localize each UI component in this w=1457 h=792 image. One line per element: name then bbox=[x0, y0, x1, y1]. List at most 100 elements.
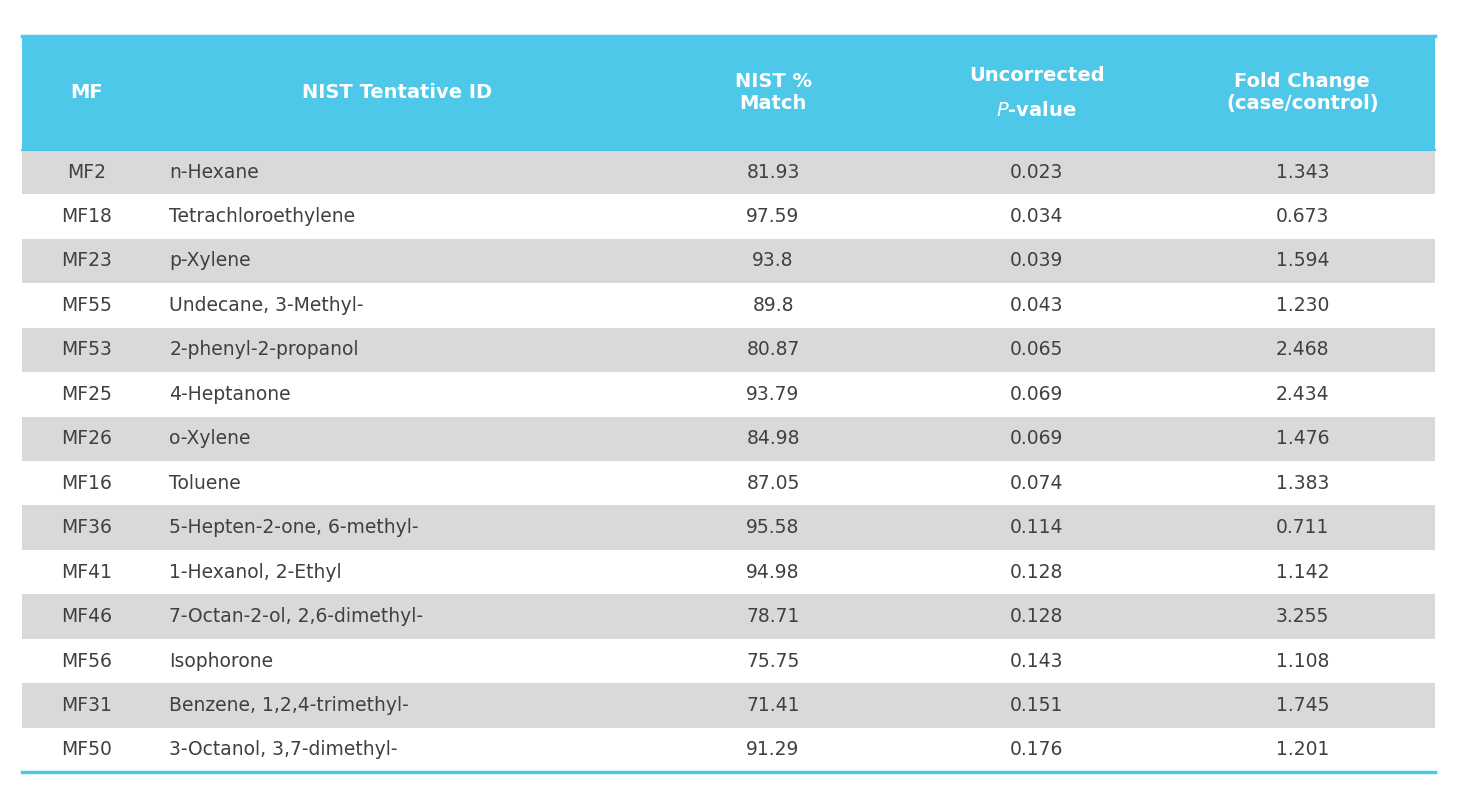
Bar bbox=[22, 150, 152, 194]
Text: 2.468: 2.468 bbox=[1275, 341, 1329, 360]
Bar bbox=[1170, 639, 1435, 683]
Text: MF56: MF56 bbox=[61, 652, 112, 671]
Bar bbox=[1170, 417, 1435, 461]
Text: 89.8: 89.8 bbox=[752, 296, 794, 315]
Bar bbox=[1170, 505, 1435, 550]
Bar bbox=[1170, 194, 1435, 238]
Text: MF18: MF18 bbox=[61, 207, 112, 226]
Bar bbox=[22, 417, 152, 461]
Text: MF53: MF53 bbox=[61, 341, 112, 360]
Text: Benzene, 1,2,4-trimethyl-: Benzene, 1,2,4-trimethyl- bbox=[169, 696, 409, 715]
Bar bbox=[1170, 36, 1435, 150]
Text: 1.201: 1.201 bbox=[1276, 741, 1329, 760]
Text: Toluene: Toluene bbox=[169, 474, 240, 493]
Bar bbox=[22, 550, 152, 594]
Text: 0.043: 0.043 bbox=[1010, 296, 1064, 315]
Text: 0.039: 0.039 bbox=[1010, 251, 1064, 270]
Text: 0.128: 0.128 bbox=[1010, 562, 1064, 581]
Bar bbox=[152, 194, 643, 238]
Bar bbox=[1170, 150, 1435, 194]
Text: n-Hexane: n-Hexane bbox=[169, 162, 259, 181]
Text: MF31: MF31 bbox=[61, 696, 112, 715]
Bar bbox=[903, 36, 1170, 150]
Bar bbox=[903, 150, 1170, 194]
Bar bbox=[22, 683, 152, 728]
Text: MF25: MF25 bbox=[61, 385, 112, 404]
Text: 1.108: 1.108 bbox=[1276, 652, 1329, 671]
Text: 87.05: 87.05 bbox=[746, 474, 800, 493]
Bar bbox=[903, 505, 1170, 550]
Bar bbox=[22, 36, 152, 150]
Bar bbox=[22, 372, 152, 417]
Text: Isophorone: Isophorone bbox=[169, 652, 274, 671]
Bar bbox=[152, 372, 643, 417]
Bar bbox=[903, 683, 1170, 728]
Text: 0.143: 0.143 bbox=[1010, 652, 1064, 671]
Bar bbox=[643, 150, 903, 194]
Bar bbox=[1170, 728, 1435, 772]
Text: 0.074: 0.074 bbox=[1010, 474, 1064, 493]
Bar bbox=[643, 683, 903, 728]
Text: 3-Octanol, 3,7-dimethyl-: 3-Octanol, 3,7-dimethyl- bbox=[169, 741, 398, 760]
Bar bbox=[643, 284, 903, 328]
Bar bbox=[152, 36, 643, 150]
Text: 0.711: 0.711 bbox=[1276, 518, 1329, 537]
Text: 97.59: 97.59 bbox=[746, 207, 800, 226]
Bar bbox=[903, 417, 1170, 461]
Bar bbox=[1170, 238, 1435, 284]
Text: 78.71: 78.71 bbox=[746, 607, 800, 626]
Text: 2-phenyl-2-propanol: 2-phenyl-2-propanol bbox=[169, 341, 358, 360]
Bar bbox=[22, 194, 152, 238]
Bar bbox=[643, 238, 903, 284]
Bar bbox=[22, 505, 152, 550]
Bar bbox=[903, 238, 1170, 284]
Bar bbox=[1170, 550, 1435, 594]
Bar bbox=[1170, 328, 1435, 372]
Bar bbox=[152, 238, 643, 284]
Text: NIST Tentative ID: NIST Tentative ID bbox=[302, 83, 492, 102]
Bar bbox=[643, 550, 903, 594]
Bar bbox=[1170, 372, 1435, 417]
Text: MF46: MF46 bbox=[61, 607, 112, 626]
Text: p-Xylene: p-Xylene bbox=[169, 251, 251, 270]
Text: 0.069: 0.069 bbox=[1010, 385, 1064, 404]
Text: 81.93: 81.93 bbox=[746, 162, 800, 181]
Text: MF50: MF50 bbox=[61, 741, 112, 760]
Text: 93.8: 93.8 bbox=[752, 251, 794, 270]
Bar bbox=[22, 594, 152, 639]
Text: 1.594: 1.594 bbox=[1275, 251, 1329, 270]
Text: MF55: MF55 bbox=[61, 296, 112, 315]
Bar bbox=[643, 328, 903, 372]
Bar bbox=[643, 594, 903, 639]
Text: 71.41: 71.41 bbox=[746, 696, 800, 715]
Text: 1.230: 1.230 bbox=[1276, 296, 1329, 315]
Text: 84.98: 84.98 bbox=[746, 429, 800, 448]
Bar bbox=[1170, 594, 1435, 639]
Bar bbox=[643, 728, 903, 772]
Text: MF16: MF16 bbox=[61, 474, 112, 493]
Text: 95.58: 95.58 bbox=[746, 518, 800, 537]
Text: 0.176: 0.176 bbox=[1010, 741, 1064, 760]
Bar bbox=[643, 505, 903, 550]
Text: o-Xylene: o-Xylene bbox=[169, 429, 251, 448]
Bar bbox=[643, 417, 903, 461]
Bar bbox=[22, 639, 152, 683]
Bar bbox=[903, 728, 1170, 772]
Text: 0.065: 0.065 bbox=[1010, 341, 1064, 360]
Bar bbox=[1170, 284, 1435, 328]
Text: 0.023: 0.023 bbox=[1010, 162, 1064, 181]
Text: 75.75: 75.75 bbox=[746, 652, 800, 671]
Text: MF26: MF26 bbox=[61, 429, 112, 448]
Text: 80.87: 80.87 bbox=[746, 341, 800, 360]
Bar bbox=[1170, 683, 1435, 728]
Text: 94.98: 94.98 bbox=[746, 562, 800, 581]
Text: 93.79: 93.79 bbox=[746, 385, 800, 404]
Text: 4-Heptanone: 4-Heptanone bbox=[169, 385, 291, 404]
Bar bbox=[643, 372, 903, 417]
Bar bbox=[903, 372, 1170, 417]
Bar bbox=[903, 550, 1170, 594]
Bar bbox=[152, 150, 643, 194]
Text: 0.128: 0.128 bbox=[1010, 607, 1064, 626]
Bar bbox=[903, 461, 1170, 505]
Bar bbox=[643, 194, 903, 238]
